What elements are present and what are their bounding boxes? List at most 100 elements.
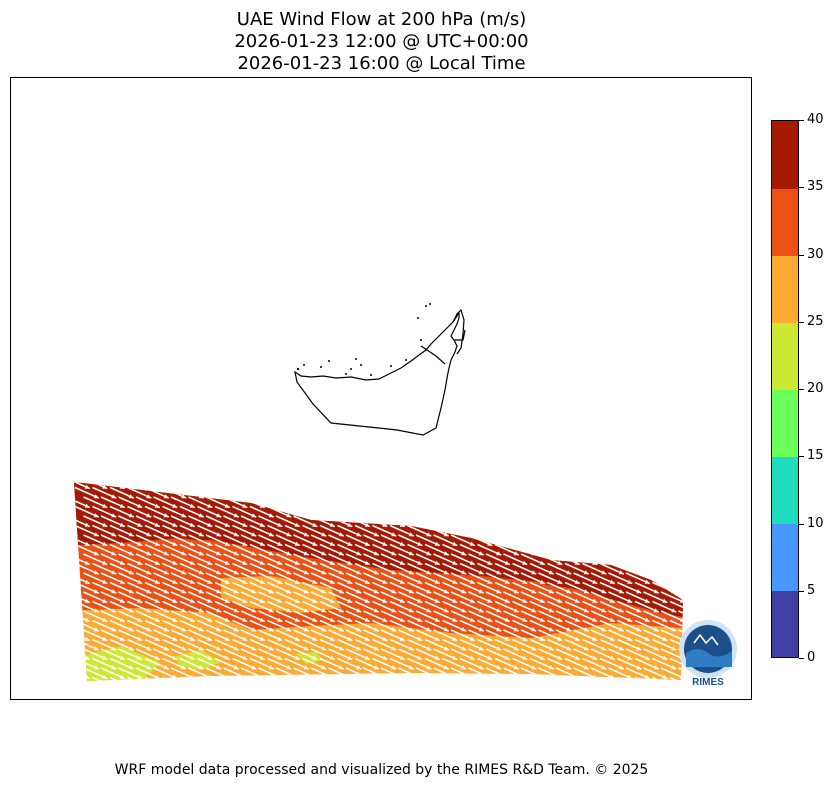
- wind-arrow: [162, 676, 187, 681]
- wind-arrow: [529, 486, 555, 499]
- wind-arrow-head: [181, 494, 187, 499]
- wind-arrow: [258, 482, 283, 490]
- wind-arrow-head: [566, 627, 572, 632]
- wind-arrow-head: [364, 579, 370, 584]
- wind-arrow-head: [102, 522, 108, 527]
- wind-arrow-head: [583, 494, 589, 499]
- wind-arrow-head: [671, 589, 677, 594]
- wind-arrow-head: [627, 541, 633, 546]
- wind-arrow-head: [347, 541, 353, 546]
- wind-arrow: [512, 524, 537, 537]
- wind-arrow-head: [119, 674, 125, 679]
- wind-arrow-head: [689, 608, 694, 612]
- wind-arrow-head: [531, 570, 537, 575]
- wind-arrow-head: [329, 674, 335, 679]
- wind-arrow-head: [391, 551, 397, 556]
- wind-arrow-head: [496, 665, 502, 670]
- wind-arrow-head: [557, 503, 563, 508]
- wind-arrow-head: [268, 570, 274, 575]
- wind-arrow-head: [391, 608, 397, 613]
- wind-arrow-head: [111, 646, 117, 651]
- wind-arrow-head: [233, 627, 239, 632]
- wind-arrow: [660, 482, 683, 490]
- wind-arrow-head: [583, 589, 589, 594]
- wind-arrow-head: [434, 522, 440, 527]
- wind-arrow-head: [469, 674, 475, 679]
- wind-arrow-head: [618, 551, 624, 556]
- wind-arrow-head: [304, 684, 309, 688]
- wind-arrow: [214, 486, 240, 499]
- wind-arrow: [723, 545, 747, 556]
- wind-arrow: [433, 482, 458, 490]
- wind-arrow-head: [172, 484, 178, 489]
- wind-arrow: [582, 486, 607, 499]
- wind-arrow-head: [329, 503, 335, 508]
- wind-arrow-head: [706, 532, 711, 536]
- wind-arrow: [433, 515, 458, 528]
- wind-arrow-head: [391, 532, 397, 537]
- wind-arrow: [573, 534, 598, 547]
- wind-arrow: [590, 553, 616, 566]
- wind-arrow: [468, 496, 493, 509]
- wind-arrow-head: [627, 560, 633, 565]
- wind-arrow: [714, 516, 738, 527]
- wind-arrow: [688, 583, 712, 594]
- wind-arrow: [538, 496, 563, 509]
- wind-arrow-head: [715, 523, 720, 527]
- wind-arrow-head: [224, 503, 230, 508]
- wind-arrow: [652, 486, 677, 499]
- wind-arrow: [74, 667, 91, 680]
- wind-arrow-head: [426, 627, 432, 632]
- wind-arrow-head: [461, 646, 467, 651]
- wind-arrow-head: [653, 551, 659, 556]
- wind-arrow-head: [84, 522, 90, 527]
- wind-arrow-head: [644, 617, 650, 622]
- wind-arrow-head: [286, 551, 292, 556]
- wind-arrow-head: [224, 579, 230, 584]
- wind-arrow-head: [522, 579, 528, 584]
- wind-arrow-head: [111, 494, 117, 499]
- wind-arrow: [538, 534, 563, 547]
- wind-arrow-head: [715, 504, 720, 508]
- wind-arrow-head: [443, 665, 449, 670]
- wind-arrow-head: [618, 589, 624, 594]
- wind-arrow-head: [452, 484, 458, 489]
- wind-arrow-head: [706, 513, 711, 517]
- wind-arrow-head: [382, 484, 388, 489]
- wind-arrow-head: [469, 655, 475, 660]
- wind-arrow: [723, 602, 747, 613]
- wind-arrow: [723, 488, 747, 499]
- wind-arrow-head: [268, 551, 274, 556]
- wind-arrow: [197, 486, 222, 499]
- wind-arrow-head: [452, 541, 458, 546]
- wind-arrow-head: [207, 541, 213, 546]
- wind-arrow: [634, 486, 660, 499]
- wind-arrow-head: [609, 484, 615, 489]
- wind-arrow-head: [618, 665, 624, 670]
- wind-arrow-head: [478, 589, 484, 594]
- colorbar-segment: [772, 590, 798, 657]
- uae-islands: [296, 303, 431, 376]
- wind-arrow-head: [294, 655, 300, 660]
- colorbar-tick-mark: [799, 120, 804, 121]
- wind-arrow: [319, 486, 345, 499]
- wind-arrow-head: [662, 674, 668, 679]
- wind-arrow: [564, 486, 590, 499]
- wind-arrow-head: [496, 627, 502, 632]
- wind-arrow-head: [251, 665, 257, 670]
- wind-arrow-head: [102, 617, 108, 622]
- wind-arrow-head: [504, 560, 510, 565]
- wind-arrow-head: [233, 646, 239, 651]
- wind-arrow-head: [662, 560, 668, 565]
- wind-arrow: [547, 505, 572, 518]
- wind-arrow: [590, 482, 616, 490]
- wind-arrow-head: [146, 627, 152, 632]
- wind-arrow-head: [303, 665, 309, 670]
- map-title-line-1: UAE Wind Flow at 200 hPa (m/s): [236, 9, 527, 30]
- wind-arrow-head: [286, 665, 292, 670]
- wind-arrow-head: [724, 570, 729, 574]
- wind-arrow-head: [609, 617, 615, 622]
- wind-arrow: [678, 515, 683, 528]
- wind-arrow-head: [137, 655, 143, 660]
- wind-arrow-head: [408, 532, 414, 537]
